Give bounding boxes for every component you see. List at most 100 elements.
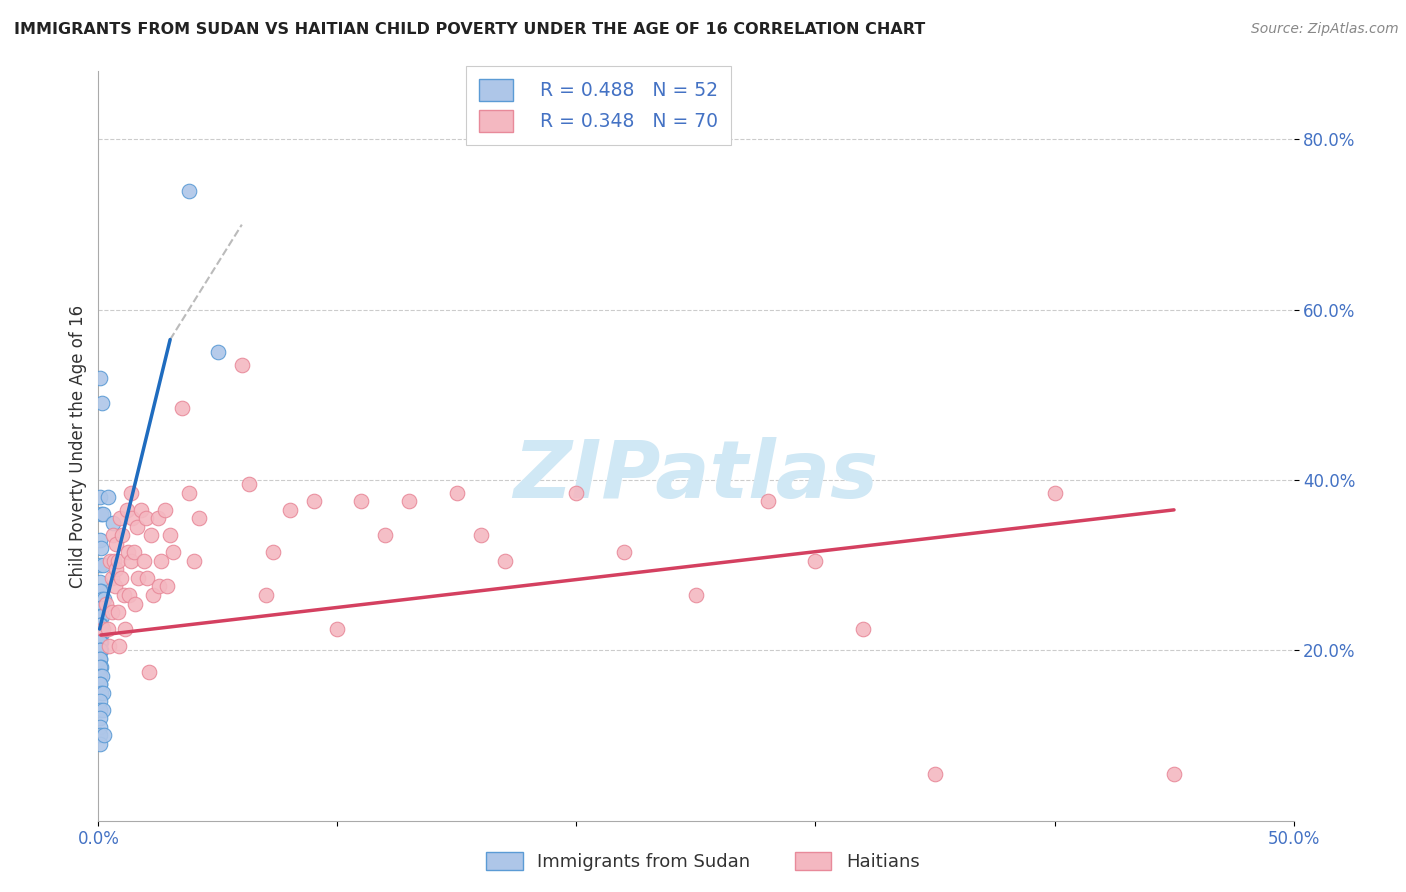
Point [89,643,111,657]
Point [121,511,143,525]
Point [565,485,588,500]
Point [89,533,111,547]
Point [148,511,170,525]
Point [90,600,112,615]
Point [852,622,875,636]
Point [136,571,159,585]
Point [117,545,139,559]
Point [613,545,636,559]
Point [107,605,129,619]
Point [91,622,114,636]
Point [97,490,120,504]
Y-axis label: Child Poverty Under the Age of 16: Child Poverty Under the Age of 16 [69,304,87,588]
Point [97,622,120,636]
Point [89,609,111,624]
Point [101,605,124,619]
Legend: Immigrants from Sudan, Haitians: Immigrants from Sudan, Haitians [479,845,927,879]
Point [131,503,153,517]
Point [278,503,301,517]
Point [685,588,707,602]
Point [90,617,112,632]
Point [804,554,827,568]
Point [254,588,277,602]
Point [89,660,111,674]
Point [179,485,201,500]
Point [148,580,170,594]
Point [374,528,396,542]
Point [111,528,134,542]
Point [127,571,149,585]
Point [90,507,112,521]
Point [91,558,114,573]
Point [103,554,125,568]
Point [89,371,111,385]
Text: ZIPatlas: ZIPatlas [513,437,879,515]
Point [90,660,112,674]
Point [135,511,157,525]
Point [91,396,114,410]
Point [108,511,131,525]
Point [91,592,114,607]
Point [89,617,111,632]
Point [1043,485,1066,500]
Point [179,184,201,198]
Point [89,617,111,632]
Point [101,516,124,530]
Point [90,643,112,657]
Point [115,503,138,517]
Point [89,737,111,751]
Point [89,677,111,691]
Point [302,494,325,508]
Point [89,583,111,598]
Point [183,554,205,568]
Point [105,562,128,576]
Point [142,588,165,602]
Point [89,490,111,504]
Point [89,694,111,708]
Point [98,554,122,568]
Point [112,588,135,602]
Point [100,571,122,585]
Point [93,729,115,743]
Point [172,401,194,415]
Point [89,575,111,590]
Point [494,554,516,568]
Point [89,558,111,573]
Point [118,588,141,602]
Point [91,686,114,700]
Point [89,652,111,666]
Point [89,677,111,691]
Point [103,528,125,542]
Point [350,494,373,508]
Point [149,554,172,568]
Point [107,554,129,568]
Point [98,639,121,653]
Point [114,622,136,636]
Point [90,635,112,649]
Point [120,485,142,500]
Point [124,545,146,559]
Point [138,665,160,679]
Point [756,494,779,508]
Point [90,541,112,556]
Point [207,345,229,359]
Point [90,583,112,598]
Point [89,720,111,734]
Point [231,358,253,372]
Point [89,600,111,615]
Point [132,554,155,568]
Point [107,639,129,653]
Point [89,635,111,649]
Point [125,520,148,534]
Point [187,511,209,525]
Point [89,729,111,743]
Point [238,477,260,491]
Point [124,597,146,611]
Point [91,703,114,717]
Point [110,571,132,585]
Point [104,580,127,594]
Point [89,669,111,683]
Point [139,528,162,542]
Text: Source: ZipAtlas.com: Source: ZipAtlas.com [1251,22,1399,37]
Point [89,703,111,717]
